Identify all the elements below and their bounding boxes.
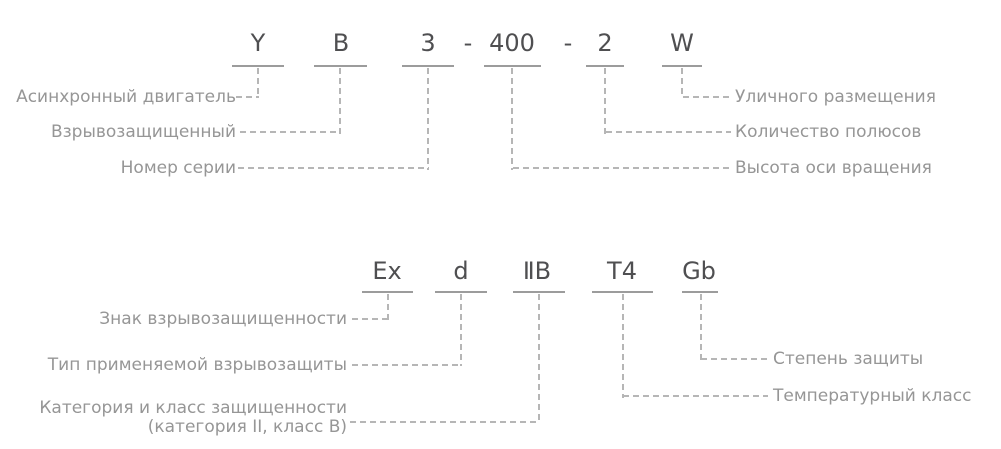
label-explosion-proof: Взрывозащищенный	[50, 122, 236, 142]
label-series-number: Номер серии	[120, 158, 236, 178]
leader-horizontal-2	[606, 131, 731, 133]
code-symbol-iib: ⅡB	[522, 257, 552, 285]
code-separator: -	[463, 29, 473, 57]
label-category-and-class: Категория и класс защищенности (категори…	[39, 399, 347, 437]
leader-vertical-3	[427, 68, 429, 170]
leader-horizontal-400	[513, 167, 731, 169]
label-outdoor-placement: Уличного размещения	[735, 87, 936, 107]
code-symbol-gb: Gb	[682, 257, 716, 285]
underline-t4	[592, 291, 653, 293]
label-category-line2: (категория II, класс B)	[147, 417, 347, 437]
code-symbol-d: d	[453, 257, 469, 285]
underline-3	[402, 65, 454, 67]
leader-horizontal-iib	[350, 421, 540, 423]
leader-vertical-d	[460, 294, 462, 366]
leader-vertical-b	[339, 68, 341, 134]
leader-vertical-iib	[538, 294, 540, 424]
leader-vertical-2	[604, 68, 606, 134]
underline-b	[314, 65, 367, 67]
code-symbol-ex: Ex	[372, 257, 402, 285]
code-symbol-400: 400	[489, 29, 535, 57]
leader-horizontal-y	[236, 96, 259, 98]
leader-horizontal-d	[352, 364, 462, 366]
leader-horizontal-3	[238, 167, 429, 169]
leader-vertical-400	[511, 68, 513, 170]
label-number-of-poles: Количество полюсов	[735, 122, 922, 142]
underline-gb	[682, 291, 718, 293]
leader-horizontal-gb	[701, 358, 768, 360]
leader-horizontal-b	[240, 131, 341, 133]
label-explosion-protection-mark: Знак взрывозащищенности	[99, 309, 347, 329]
underline-iib	[513, 291, 565, 293]
underline-400	[484, 65, 541, 67]
code-symbol-b: B	[332, 29, 350, 57]
label-shaft-height: Высота оси вращения	[735, 158, 932, 178]
underline-2	[586, 65, 624, 67]
code-symbol-2: 2	[597, 29, 613, 57]
leader-vertical-w	[681, 68, 683, 98]
underline-y	[232, 65, 284, 67]
code-symbol-3: 3	[420, 29, 436, 57]
code-separator: -	[563, 29, 573, 57]
leader-horizontal-w	[683, 96, 731, 98]
label-category-line1: Категория и класс защищенности	[39, 398, 347, 418]
leader-horizontal-ex	[352, 318, 390, 320]
label-protection-type: Тип применяемой взрывозащиты	[47, 355, 347, 375]
leader-vertical-t4	[622, 294, 624, 398]
label-temperature-class: Температурный класс	[773, 386, 972, 406]
code-symbol-y: Y	[250, 29, 266, 57]
leader-vertical-ex	[387, 294, 389, 321]
code-symbol-w: W	[670, 29, 694, 57]
underline-d	[435, 291, 487, 293]
leader-horizontal-t4	[623, 395, 768, 397]
code-symbol-t4: T4	[607, 257, 637, 285]
underline-ex	[362, 291, 413, 293]
leader-vertical-gb	[700, 294, 702, 360]
label-protection-degree: Степень защиты	[773, 349, 924, 369]
leader-vertical-y	[257, 68, 259, 98]
underline-w	[662, 65, 702, 67]
label-asynchronous-motor: Асинхронный двигатель	[16, 87, 236, 107]
